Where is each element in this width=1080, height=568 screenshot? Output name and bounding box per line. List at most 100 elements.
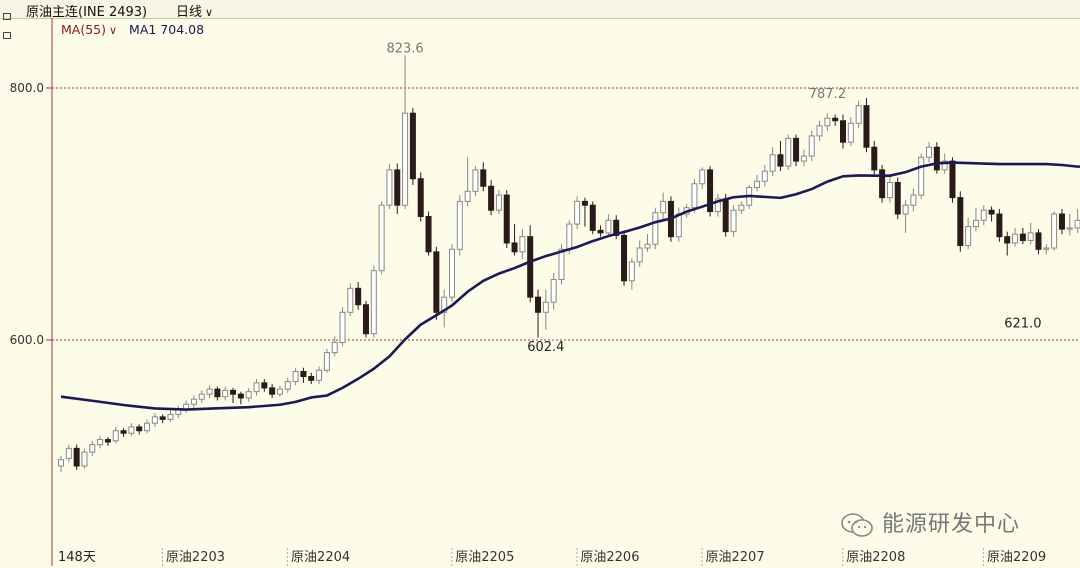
- candle-body: [793, 137, 800, 162]
- x-tick-label: 原油2208: [846, 550, 905, 565]
- ma-period-toggle[interactable]: MA(55) ∨: [61, 22, 117, 37]
- candle-body: [613, 219, 620, 236]
- instrument-title: 原油主连(INE 2493): [26, 5, 148, 20]
- candle-body: [65, 447, 72, 459]
- candle-body: [722, 198, 729, 233]
- candle-body: [847, 122, 854, 143]
- period-selector[interactable]: 日线 ∨: [176, 1, 213, 20]
- candle-body: [808, 135, 815, 157]
- candle-body: [464, 190, 471, 202]
- candle-body: [480, 169, 487, 187]
- candle-body: [910, 194, 917, 206]
- candle-body: [886, 182, 893, 199]
- candle-body: [331, 342, 338, 354]
- candle-body: [769, 154, 776, 172]
- candle-body: [347, 287, 354, 313]
- candle-body: [1012, 233, 1019, 244]
- candle-body: [972, 219, 979, 228]
- candle-body: [456, 200, 463, 250]
- candle-body: [1058, 213, 1065, 230]
- candle-body: [104, 439, 111, 443]
- candle-body: [926, 146, 933, 158]
- candle-body: [339, 311, 346, 344]
- candle-body: [214, 388, 221, 398]
- price-annotation: 787.2: [809, 87, 846, 102]
- candle-body: [550, 279, 557, 303]
- candle-body: [198, 393, 205, 400]
- window-icon[interactable]: [3, 5, 19, 39]
- x-tick-label: 原油2203: [166, 550, 225, 565]
- candle-body: [605, 219, 612, 234]
- candle-body: [245, 391, 252, 399]
- candle-body: [73, 447, 80, 467]
- candle-body: [832, 117, 839, 122]
- candle-body: [949, 160, 956, 199]
- candle-body: [378, 204, 385, 272]
- watermark-text: 能源研发中心: [882, 512, 1021, 537]
- candle-body: [495, 194, 502, 211]
- candle-body: [511, 242, 518, 253]
- candle-body: [941, 160, 948, 171]
- candle-body: [785, 137, 792, 167]
- candle-body: [691, 183, 698, 209]
- candle-body: [284, 381, 291, 390]
- candle-body: [128, 426, 135, 434]
- candle-body: [566, 223, 573, 250]
- candle-body: [472, 169, 479, 192]
- candle-body: [206, 388, 213, 395]
- y-tick-label: 800.0: [10, 81, 44, 95]
- chat-bubble-icon: [841, 513, 873, 537]
- candle-body: [136, 426, 143, 432]
- candle-body: [621, 234, 628, 282]
- candle-body: [542, 301, 549, 313]
- candle-body: [527, 236, 534, 298]
- candle-body: [386, 169, 393, 206]
- candle-body: [816, 125, 823, 137]
- candle-body: [230, 389, 237, 395]
- candle-body: [269, 387, 276, 395]
- candle-body: [660, 200, 667, 214]
- watermark: 能源研发中心: [840, 506, 1020, 538]
- candle-body: [308, 376, 315, 381]
- candle-body: [1035, 232, 1042, 250]
- candle-body: [355, 287, 362, 306]
- candle-body: [409, 112, 416, 180]
- candle-body: [120, 430, 127, 434]
- x-tick-label: 原油2207: [706, 550, 765, 565]
- ma-value: MA1 704.08: [129, 22, 205, 37]
- candle-body: [276, 388, 283, 395]
- x-tick-label: 原油2205: [455, 550, 514, 565]
- candle-body: [1043, 247, 1050, 250]
- candle-body: [636, 247, 643, 263]
- candle-body: [1066, 227, 1073, 230]
- candle-body: [714, 198, 721, 212]
- chevron-down-icon: ∨: [205, 6, 214, 19]
- indicator-bar: MA(55) ∨ MA1 704.08: [61, 22, 204, 37]
- ma-line: [60, 161, 1080, 411]
- candle-body: [980, 209, 987, 221]
- candle-body: [237, 393, 244, 399]
- candle-body: [89, 444, 96, 453]
- candle-body: [840, 120, 846, 143]
- candle-body: [81, 451, 88, 467]
- price-annotation: 602.4: [527, 340, 564, 355]
- candle-body: [190, 398, 197, 405]
- candle-body: [558, 248, 565, 281]
- candle-body: [1019, 233, 1026, 241]
- candle-body: [761, 170, 768, 182]
- candle-body: [1027, 232, 1034, 241]
- x-tick-label: 原油2209: [987, 550, 1046, 565]
- candle-body: [996, 213, 1003, 238]
- candle-body: [394, 169, 401, 206]
- day-count-label: 148天: [58, 550, 96, 565]
- candle-body: [159, 416, 166, 420]
- candle-body: [402, 112, 409, 206]
- candlestick-chart[interactable]: 600.0 800.0 823.6 787.2 602.4 621.0 原油2203 原油22…: [0, 18, 1080, 568]
- candle-body: [699, 169, 706, 185]
- candle-body: [918, 156, 925, 196]
- chevron-down-icon: ∨: [109, 24, 118, 37]
- candle-body: [965, 226, 972, 247]
- candle-body: [652, 212, 659, 245]
- candle-body: [855, 105, 862, 124]
- candle-body: [433, 251, 440, 313]
